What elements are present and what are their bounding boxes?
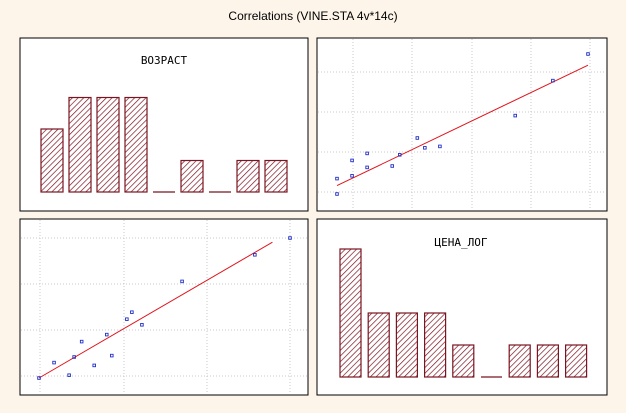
data-point (125, 317, 129, 321)
data-point (551, 78, 555, 83)
data-point (72, 355, 76, 359)
data-point (335, 192, 339, 196)
data-point (130, 310, 134, 314)
histogram-bar (508, 344, 531, 378)
histogram-bar (264, 159, 288, 193)
data-point (365, 151, 369, 156)
histogram-bar (452, 344, 475, 378)
histogram-bar (564, 344, 588, 378)
panel-scatter-vozrast-cena (316, 37, 608, 212)
panel-frame (19, 37, 309, 212)
data-point (67, 373, 71, 377)
data-point (365, 165, 369, 170)
variable-label-vozrast: ВОЗРАСТ (141, 54, 188, 67)
panel-scatter-cena-vozrast (19, 218, 309, 396)
data-point (350, 158, 354, 163)
data-point (52, 360, 56, 365)
data-point (415, 136, 420, 140)
data-point (438, 144, 442, 149)
data-point (586, 52, 590, 56)
chart-title: Correlations (VINE.STA 4v*14c) (228, 9, 398, 23)
regression-line (38, 241, 273, 379)
data-point (335, 176, 339, 181)
data-point (253, 253, 257, 257)
histogram-bar (124, 96, 148, 193)
data-point (288, 236, 292, 240)
data-point (140, 323, 144, 327)
data-point (390, 164, 394, 168)
data-point (350, 174, 354, 178)
histogram-bar (424, 312, 447, 378)
histogram-bar (236, 159, 260, 193)
data-point (110, 353, 114, 358)
variable-label-cena-log: ЦЕНА_ЛОГ (435, 236, 488, 249)
histogram-bar (40, 128, 64, 193)
histogram-bar (367, 312, 390, 378)
histogram-bar (68, 96, 92, 193)
panel-frame (316, 37, 608, 212)
panel-frame (19, 218, 309, 396)
data-point (398, 153, 402, 157)
data-point (105, 332, 109, 337)
regression-line (336, 64, 589, 187)
histogram-bar (180, 159, 204, 193)
histogram-bar (395, 312, 418, 378)
histogram-bar (536, 344, 560, 378)
data-point (37, 376, 41, 380)
histogram-bar (96, 96, 120, 193)
data-point (180, 279, 184, 284)
data-point (423, 146, 427, 150)
histogram-bar (339, 248, 362, 378)
data-point (513, 113, 517, 118)
panel-histogram-vozrast: ВОЗРАСТ (19, 37, 309, 212)
data-point (92, 363, 96, 368)
data-point (79, 339, 84, 344)
panel-histogram-cena-log: ЦЕНА_ЛОГ (316, 218, 608, 396)
